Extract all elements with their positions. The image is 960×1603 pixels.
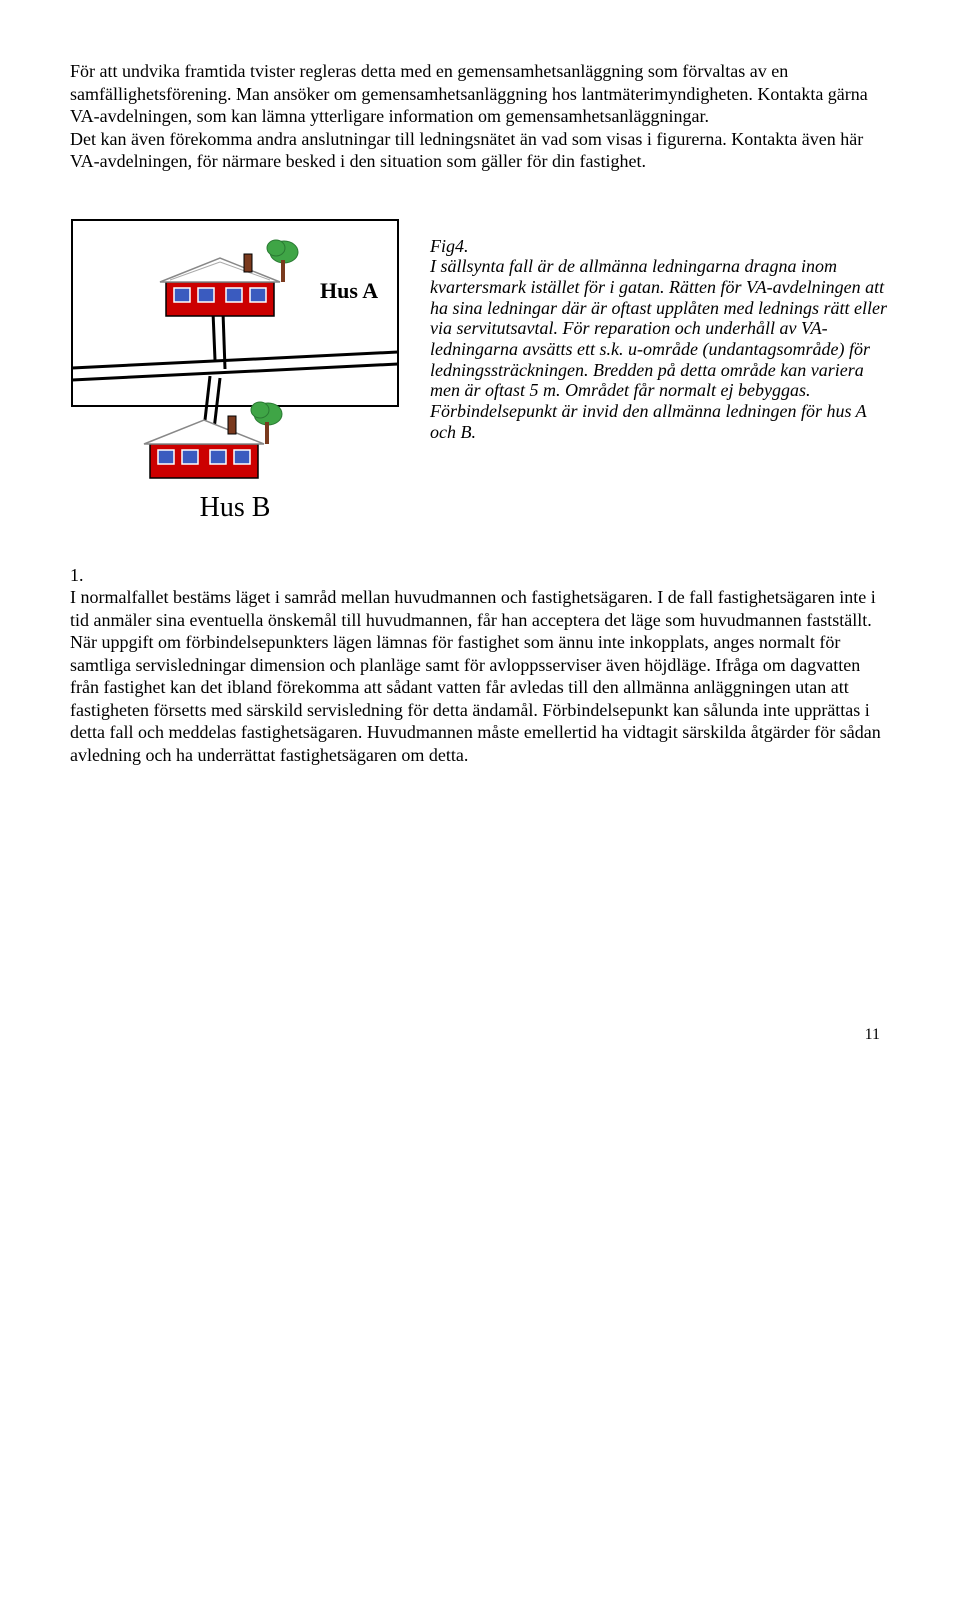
- page-number: 11: [70, 1026, 890, 1044]
- figure-illustration: Hus A Hus B: [70, 218, 400, 524]
- figure-caption: Fig4. I sällsynta fall är de allmänna le…: [430, 218, 890, 443]
- after-paragraph: När uppgift om förbindelsepunkters lägen…: [70, 632, 881, 765]
- footnote-text: I normalfallet bestäms läget i samråd me…: [70, 587, 876, 630]
- footnote-block: 1. I normalfallet bestäms läget i samråd…: [70, 564, 890, 767]
- figure-block: Hus A Hus B Fig4. I sällsy: [70, 218, 890, 524]
- hus-a-label: Hus A: [320, 278, 378, 303]
- houses-diagram: Hus A: [70, 218, 400, 488]
- figure-caption-title: Fig4.: [430, 236, 890, 257]
- intro-paragraph-2: Det kan även förekomma andra anslutninga…: [70, 128, 890, 173]
- intro-paragraph-1: För att undvika framtida tvister reglera…: [70, 60, 890, 128]
- house-b: [144, 402, 282, 478]
- footnote-number: 1.: [70, 564, 890, 587]
- hus-b-label: Hus B: [70, 492, 400, 524]
- figure-caption-text: I sällsynta fall är de allmänna ledninga…: [430, 256, 890, 442]
